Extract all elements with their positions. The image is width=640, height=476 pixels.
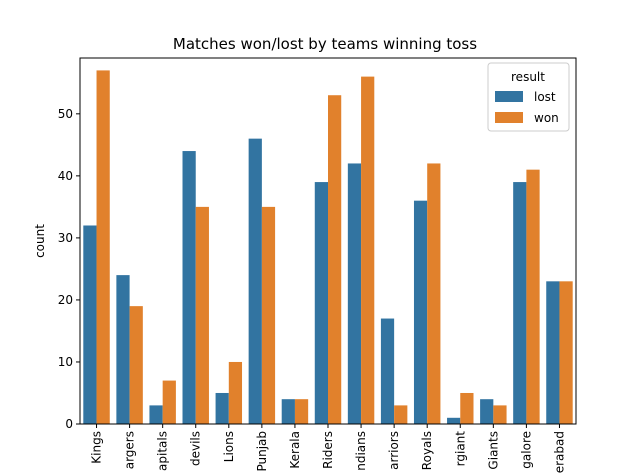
bar-lost-12 [480,399,494,424]
y-tick-label: 40 [58,169,73,183]
bar-won-14 [559,281,573,424]
x-tick-label: arriors [387,431,401,470]
bar-lost-5 [248,138,262,424]
bar-lost-14 [546,281,560,424]
x-tick-label: galore [519,431,533,469]
bars-group [83,70,573,425]
x-tick-label: Punjab [255,431,269,472]
x-axis: Kings argers apitals devils Lions Punjab Keral… [90,424,566,473]
bar-won-9 [394,405,408,424]
legend-title: result [511,70,545,84]
y-tick-label: 10 [58,355,73,369]
chart-title: Matches won/lost by teams winning toss [173,35,477,53]
bar-lost-6 [281,399,295,424]
bar-lost-8 [347,163,362,424]
bar-lost-3 [182,151,196,424]
bar-lost-7 [314,182,328,424]
x-tick-label: erabad [552,431,566,473]
bar-lost-9 [380,318,395,424]
x-tick-label: apitals [156,431,170,471]
x-tick-label: devils [189,431,203,466]
bar-won-12 [493,405,507,424]
y-tick-label: 30 [58,231,73,245]
bar-lost-2 [149,405,163,424]
x-tick-label: argers [123,431,137,469]
y-tick-label: 0 [65,417,73,431]
legend-swatch-won [495,112,523,123]
x-tick-label: Giants [486,431,500,470]
bar-won-5 [261,206,276,424]
bar-won-7 [328,95,342,424]
plot-border [79,57,577,425]
bar-won-0 [96,70,110,425]
x-tick-label: Riders [321,431,335,469]
bar-won-2 [162,380,176,424]
x-tick-label: Royals [420,431,434,470]
bar-won-13 [526,169,540,424]
legend: result lost won [487,62,570,132]
bar-lost-13 [513,182,527,424]
x-tick-label: Kings [90,431,104,464]
bar-won-6 [294,399,309,424]
bar-won-3 [195,206,209,424]
plot-frame [79,57,577,425]
bar-lost-10 [413,200,428,424]
y-axis-label: count [33,224,47,258]
bar-won-11 [460,392,474,424]
y-tick-label: 20 [58,293,73,307]
bar-won-1 [129,306,143,424]
x-tick-label: ndians [354,431,368,471]
bar-lost-11 [447,417,461,424]
legend-swatch-lost [495,91,523,102]
y-tick-label: 50 [58,107,73,121]
bar-lost-1 [116,275,130,424]
bar-lost-0 [83,225,97,424]
legend-label-lost: lost [534,90,556,104]
bar-won-4 [228,361,243,424]
bar-lost-4 [215,392,229,424]
y-axis: 0 10 20 30 40 50 [58,107,80,431]
legend-label-won: won [534,111,559,125]
x-tick-label: Kerala [288,431,302,469]
bar-won-10 [427,163,441,424]
x-tick-label: Lions [222,431,236,462]
bar-won-8 [361,76,375,424]
x-tick-label: rgiant [453,431,467,467]
